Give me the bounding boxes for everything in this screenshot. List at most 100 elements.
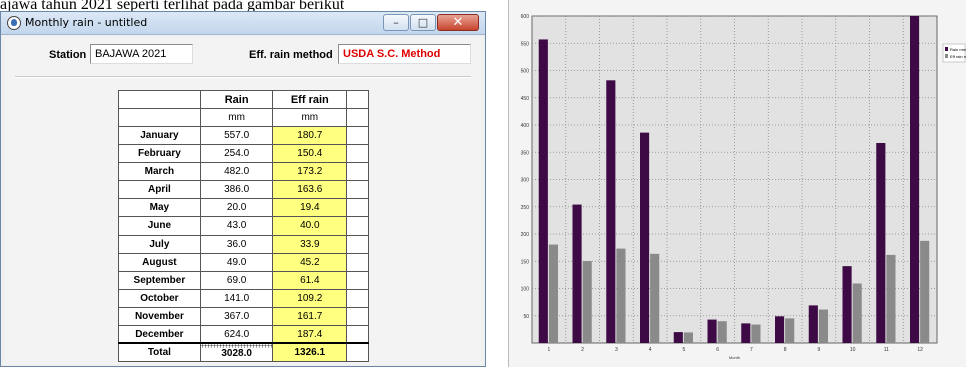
rain-chart-panel: 50 100 150 200 250 300 350 400 450 500 550 600 1 2 3 4 5… — [508, 0, 966, 367]
bar-eff-rain — [548, 244, 558, 343]
rain-cell[interactable]: 141.0 — [199, 288, 274, 308]
rain-cell[interactable]: 36.0 — [199, 234, 274, 254]
table-row: September 69.0 61.4 — [118, 270, 369, 290]
empty-cell — [346, 198, 369, 218]
x-tick-label: 6 — [716, 347, 719, 353]
separator — [15, 76, 471, 78]
eff-rain-cell[interactable]: 109.2 — [272, 288, 348, 308]
empty-cell — [346, 234, 369, 254]
minimize-button[interactable]: – — [383, 14, 409, 31]
x-tick-label: 9 — [817, 347, 820, 353]
y-tick-label: 150 — [521, 259, 530, 265]
empty-cell — [346, 162, 369, 182]
eff-rain-cell[interactable]: 173.2 — [272, 162, 348, 182]
empty-cell — [346, 216, 369, 236]
eff-rain-method-field[interactable]: USDA S.C. Method — [338, 44, 471, 64]
month-cell: June — [118, 216, 201, 236]
close-icon: ✕ — [452, 15, 464, 30]
total-rain-cell: 3028.0 — [199, 342, 274, 363]
minimize-icon: – — [393, 16, 399, 29]
table-row: August 49.0 45.2 — [118, 252, 369, 272]
table-row: April 386.0 163.6 — [118, 180, 369, 200]
x-tick-label: 8 — [784, 347, 787, 353]
header-cell-eff-rain: Eff rain — [272, 89, 348, 110]
rain-cell[interactable]: 386.0 — [199, 180, 274, 200]
empty-cell — [346, 342, 369, 363]
app-icon — [7, 16, 21, 30]
empty-cell — [346, 288, 369, 308]
bar-rain — [876, 142, 886, 343]
empty-cell — [346, 108, 369, 128]
bar-eff-rain — [616, 248, 626, 343]
bar-rain — [606, 80, 616, 343]
bar-eff-rain — [683, 332, 693, 343]
empty-cell — [346, 144, 369, 164]
y-tick-label: 250 — [521, 205, 530, 211]
empty-cell — [346, 270, 369, 290]
units-cell-rain: mm — [199, 108, 274, 128]
empty-cell — [346, 324, 369, 344]
month-cell: July — [118, 234, 201, 254]
bar-eff-rain — [650, 253, 660, 343]
month-cell: February — [118, 144, 201, 164]
legend-box — [942, 43, 966, 63]
eff-rain-cell[interactable]: 45.2 — [272, 252, 348, 272]
header-cell-rain: Rain — [199, 89, 274, 110]
x-tick-label: 10 — [850, 347, 856, 353]
eff-rain-cell[interactable]: 150.4 — [272, 144, 348, 164]
rain-cell[interactable]: 49.0 — [199, 252, 274, 272]
bar-rain — [808, 305, 818, 343]
empty-cell — [346, 180, 369, 200]
eff-rain-cell[interactable]: 187.4 — [272, 324, 348, 344]
station-label: Station — [49, 49, 87, 61]
rain-cell[interactable]: 43.0 — [199, 216, 274, 236]
eff-rain-cell[interactable]: 163.6 — [272, 180, 348, 200]
rain-cell[interactable]: 624.0 — [199, 324, 274, 344]
table-row: July 36.0 33.9 — [118, 234, 369, 254]
rain-cell[interactable]: 482.0 — [199, 162, 274, 182]
table-row: March 482.0 173.2 — [118, 162, 369, 182]
total-eff-rain-cell: 1326.1 — [272, 342, 348, 363]
table-row: November 367.0 161.7 — [118, 306, 369, 326]
bar-eff-rain — [852, 283, 862, 343]
y-tick-label: 300 — [521, 178, 530, 184]
rain-cell[interactable]: 254.0 — [199, 144, 274, 164]
document-caption: ajawa tahun 2021 seperti terlihat pada g… — [0, 0, 345, 11]
table-row: October 141.0 109.2 — [118, 288, 369, 308]
eff-rain-cell[interactable]: 40.0 — [272, 216, 348, 236]
eff-rain-cell[interactable]: 61.4 — [272, 270, 348, 290]
maximize-button[interactable]: □ — [410, 14, 436, 31]
window-title: Monthly rain - untitled — [25, 16, 148, 29]
rain-cell[interactable]: 20.0 — [199, 198, 274, 218]
station-field[interactable]: BAJAWA 2021 — [90, 44, 193, 64]
rain-cell[interactable]: 69.0 — [199, 270, 274, 290]
eff-rain-cell[interactable]: 19.4 — [272, 198, 348, 218]
close-button[interactable]: ✕ — [437, 14, 479, 31]
y-tick-label: 50 — [523, 314, 529, 320]
month-cell: October — [118, 288, 201, 308]
bar-eff-rain — [785, 318, 795, 343]
eff-rain-cell[interactable]: 180.7 — [272, 126, 348, 146]
title-bar: Monthly rain - untitled – □ ✕ — [1, 12, 485, 35]
empty-cell — [346, 89, 369, 110]
x-tick-label: 5 — [682, 347, 685, 353]
rain-cell[interactable]: 367.0 — [199, 306, 274, 326]
units-cell — [118, 108, 201, 128]
legend-swatch — [945, 54, 948, 58]
drag-handle[interactable] — [200, 344, 273, 349]
y-tick-label: 600 — [521, 14, 530, 20]
rain-cell[interactable]: 557.0 — [199, 126, 274, 146]
header-cell — [118, 89, 201, 110]
eff-rain-cell[interactable]: 161.7 — [272, 306, 348, 326]
empty-cell — [346, 306, 369, 326]
x-tick-label: 2 — [581, 347, 584, 353]
x-axis-label: Month — [729, 355, 740, 360]
bar-eff-rain — [920, 240, 930, 343]
x-tick-label: 11 — [884, 347, 889, 353]
y-tick-label: 100 — [521, 287, 530, 293]
bar-rain — [842, 266, 852, 343]
legend-label: Eff rain mm — [950, 54, 966, 59]
table-row: May 20.0 19.4 — [118, 198, 369, 218]
eff-rain-cell[interactable]: 33.9 — [272, 234, 348, 254]
month-cell: August — [118, 252, 201, 272]
